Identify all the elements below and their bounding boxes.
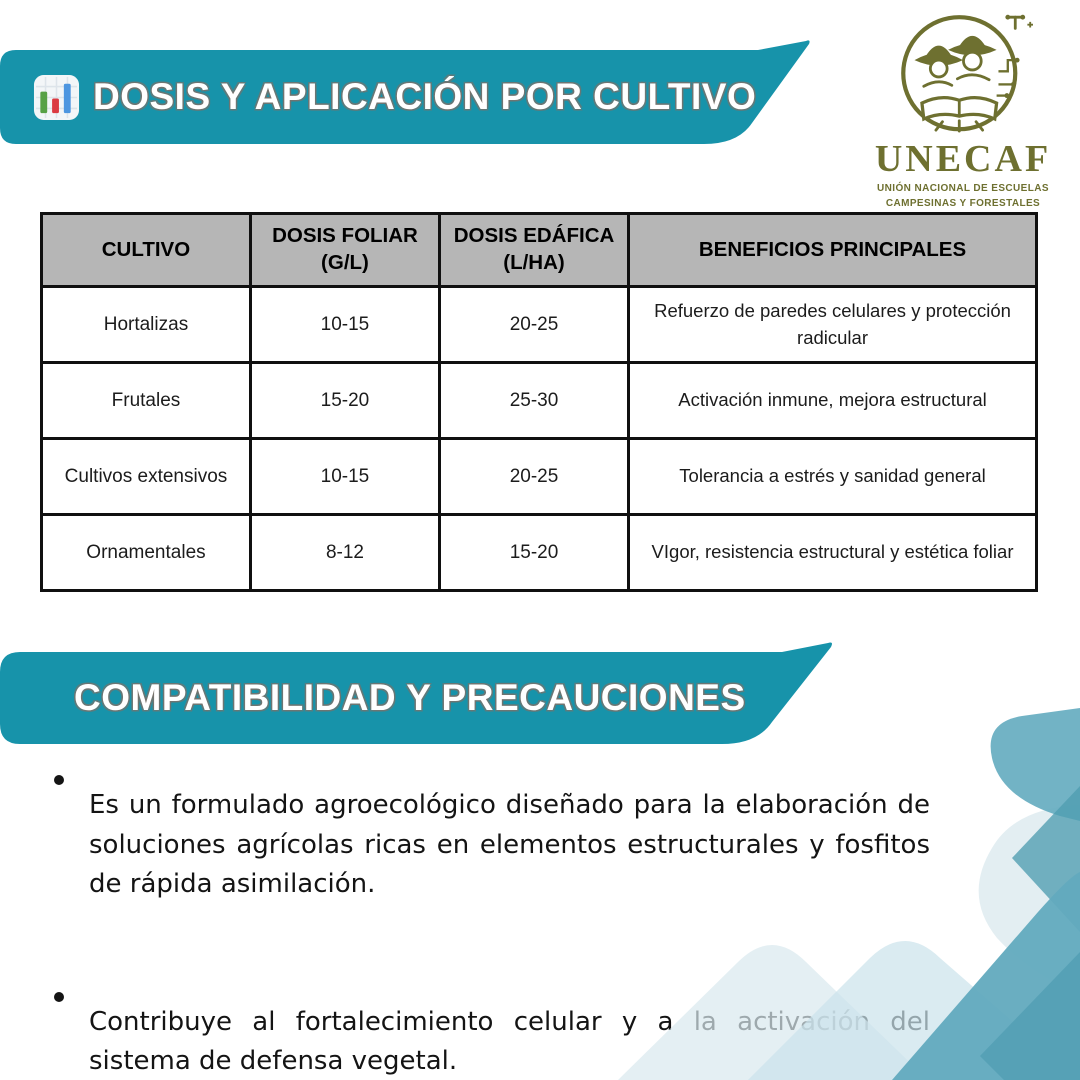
cell-beneficios: Refuerzo de paredes celulares y protecci…	[627, 285, 1038, 364]
logo-subtitle-line1: UNIÓN NACIONAL DE ESCUELAS	[877, 183, 1049, 194]
cell-dosis-foliar: 15-20	[248, 361, 441, 440]
cell-dosis-edafica: 20-25	[437, 437, 631, 516]
bullet-text: Es un formulado agroecológico diseñado p…	[89, 790, 930, 900]
logo-subtitle-line2: CAMPESINAS Y FORESTALES	[885, 197, 1041, 209]
cell-dosis-edafica: 20-25	[437, 285, 631, 364]
col-header-dosis-edafica: DOSIS EDÁFICA (L/HA)	[437, 212, 631, 288]
cell-dosis-edafica: 25-30	[437, 361, 631, 440]
section-header-dosis: DOSIS Y APLICACIÓN POR CULTIVO	[0, 40, 812, 144]
cell-dosis-foliar: 8-12	[248, 513, 441, 592]
cell-cultivo: Ornamentales	[40, 513, 252, 592]
cell-dosis-foliar: 10-15	[248, 437, 441, 516]
dosage-table: CULTIVO DOSIS FOLIAR (G/L) DOSIS EDÁFICA…	[40, 212, 1038, 592]
page-title: DOSIS Y APLICACIÓN POR CULTIVO	[93, 76, 757, 117]
table-row: Ornamentales 8-12 15-20 VIgor, resistenc…	[40, 513, 1038, 592]
cell-dosis-edafica: 15-20	[437, 513, 631, 592]
unecaf-emblem	[901, 14, 1033, 133]
col-header-beneficios: BENEFICIOS PRINCIPALES	[627, 212, 1038, 288]
table-header-row: CULTIVO DOSIS FOLIAR (G/L) DOSIS EDÁFICA…	[40, 212, 1038, 288]
banner-content: DOSIS Y APLICACIÓN POR CULTIVO	[0, 50, 812, 144]
bar-chart-icon	[33, 74, 80, 121]
cell-cultivo: Hortalizas	[40, 285, 252, 364]
cell-beneficios: Tolerancia a estrés y sanidad general	[627, 437, 1038, 516]
banner-ribbon-shape	[0, 642, 832, 744]
cell-cultivo: Cultivos extensivos	[40, 437, 252, 516]
col-header-dosis-foliar: DOSIS FOLIAR (G/L)	[248, 212, 441, 288]
section-header-compatibilidad: COMPATIBILIDAD Y PRECAUCIONES	[0, 642, 836, 744]
logo-subtitle: UNIÓN NACIONAL DE ESCUELAS CAMPESINAS Y …	[856, 182, 1070, 211]
table-row: Hortalizas 10-15 20-25 Refuerzo de pared…	[40, 285, 1038, 364]
col-header-cultivo: CULTIVO	[40, 212, 252, 288]
list-item: Es un formulado agroecológico diseñado p…	[54, 760, 930, 931]
cell-dosis-foliar: 10-15	[248, 285, 441, 364]
table-row: Cultivos extensivos 10-15 20-25 Toleranc…	[40, 437, 1038, 516]
cell-cultivo: Frutales	[40, 361, 252, 440]
logo-wordmark: UNECAF	[874, 138, 1052, 180]
corner-decoration-shapes	[618, 708, 1080, 1080]
banner-ribbon-shape	[0, 40, 810, 144]
unecaf-logo: UNECAF UNIÓN NACIONAL DE ESCUELAS CAMPES…	[856, 6, 1070, 211]
table-row: Frutales 15-20 25-30 Activación inmune, …	[40, 361, 1038, 440]
banner-content: COMPATIBILIDAD Y PRECAUCIONES	[0, 652, 836, 744]
cell-beneficios: VIgor, resistencia estructural y estétic…	[627, 513, 1038, 592]
bullet-dot-icon	[54, 775, 64, 785]
bullet-dot-icon	[54, 991, 64, 1002]
section-title: COMPATIBILIDAD Y PRECAUCIONES	[74, 677, 746, 718]
cell-beneficios: Activación inmune, mejora estructural	[627, 361, 1038, 440]
